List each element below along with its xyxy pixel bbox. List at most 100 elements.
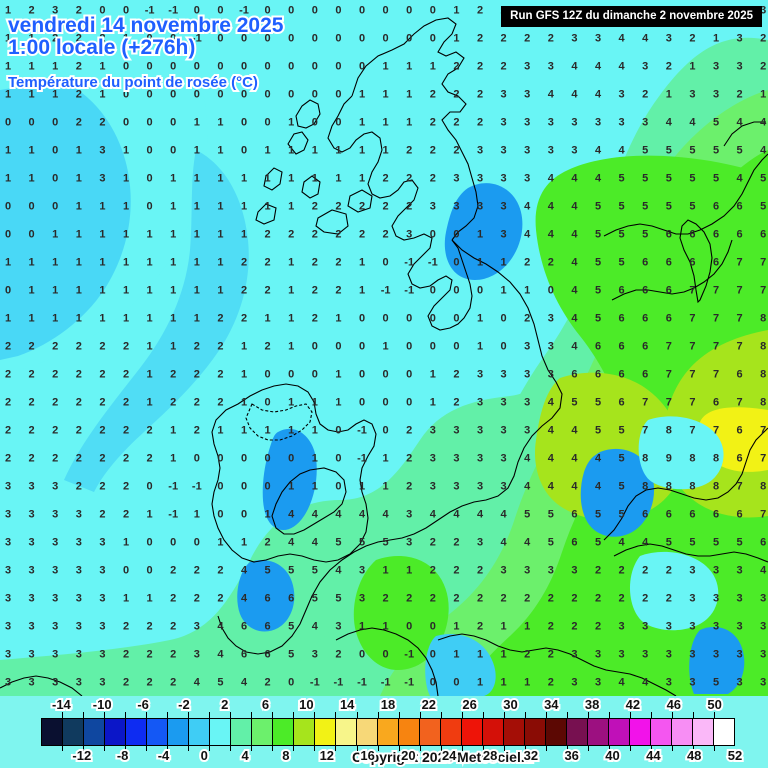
grid-value: 3 [760,620,767,633]
grid-value: 0 [335,452,342,465]
grid-value: 2 [406,452,413,465]
grid-value: 0 [52,172,59,185]
grid-value: 2 [217,564,224,577]
grid-value: 5 [311,592,318,605]
grid-value: 2 [217,396,224,409]
grid-value: 2 [358,200,366,213]
grid-value: 1 [406,116,413,129]
grid-value: 1 [288,200,295,213]
grid-value: 5 [594,424,602,437]
grid-value: 2 [264,676,271,689]
grid-value: 1 [28,144,35,157]
grid-value: 8 [642,452,649,465]
grid-value: 3 [311,648,318,661]
grid-value: 1 [382,340,389,353]
grid-value: 5 [594,256,602,269]
grid-value: 5 [594,536,602,549]
grid-value: 2 [453,144,460,157]
grid-value: 0 [335,340,342,353]
grid-value: 1 [335,312,342,325]
grid-value: 1 [665,88,672,101]
grid-value: -1 [427,256,438,269]
grid-value: 5 [760,172,767,185]
grid-value: 2 [170,676,177,689]
grid-value: 3 [75,564,82,577]
grid-value: 4 [571,340,578,353]
grid-value: 0 [358,32,366,45]
grid-value: 3 [524,116,531,129]
grid-value: 0 [335,424,342,437]
grid-value: 3 [99,536,106,549]
grid-value: 0 [500,312,507,325]
grid-value: 4 [547,452,554,465]
grid-value: 0 [335,480,342,493]
grid-value: 1 [760,88,767,101]
grid-value: 1 [217,144,224,157]
grid-value: 4 [618,676,625,689]
grid-value: 6 [618,340,625,353]
grid-value: 2 [760,60,767,73]
grid-value: 2 [264,284,271,297]
grid-value: 2 [335,284,342,297]
grid-value: 2 [75,116,82,129]
grid-value: 1 [4,60,12,73]
grid-value: 0 [288,60,295,73]
grid-value: -1 [404,284,415,297]
grid-value: 3 [476,452,484,465]
grid-value: 1 [453,648,460,661]
grid-value: 0 [453,228,460,241]
colorbar-segment [336,719,357,745]
grid-value: 6 [264,620,271,633]
grid-value: 0 [146,144,153,157]
grid-value: 0 [382,396,389,409]
grid-value: 0 [4,228,12,241]
grid-value: 7 [736,480,743,493]
grid-value: 3 [524,144,531,157]
grid-value: 0 [146,564,153,577]
grid-value: 4 [571,424,578,437]
colorbar-label: 36 36 [562,746,581,765]
grid-value: 2 [217,368,224,381]
grid-value: 3 [500,368,507,381]
grid-value: 2 [524,648,531,661]
grid-value: 1 [122,172,130,185]
grid-value: 2 [240,284,248,297]
grid-value: 3 [500,200,507,213]
grid-value: 4 [429,508,436,521]
grid-value: 4 [547,424,554,437]
colorbar-segment [420,719,441,745]
grid-value: 3 [760,676,767,689]
grid-value: 2 [476,4,484,17]
grid-value: 3 [524,368,531,381]
grid-value: 3 [760,4,767,17]
grid-value: 0 [193,4,200,17]
grid-value: 0 [288,676,295,689]
grid-value: 1 [524,676,531,689]
grid-value: 6 [642,508,649,521]
grid-value: 7 [712,424,720,437]
grid-value: 8 [760,340,767,353]
grid-value: 2 [146,676,153,689]
grid-value: 1 [311,424,318,437]
colorbar-segment [651,719,672,745]
grid-value: 8 [712,480,720,493]
grid-value: 0 [217,4,224,17]
grid-value: 6 [665,508,672,521]
grid-value: 4 [524,536,531,549]
grid-value: 0 [382,648,389,661]
grid-value: 6 [642,340,649,353]
grid-value: 3 [75,536,82,549]
grid-value: 7 [665,340,672,353]
grid-value: 3 [712,620,720,633]
grid-value: -1 [168,4,179,17]
grid-value: 2 [311,256,318,269]
grid-value: 3 [665,32,672,45]
grid-value: 0 [122,60,130,73]
grid-value: 6 [594,340,602,353]
grid-value: 0 [429,284,436,297]
grid-value: 3 [453,172,460,185]
grid-value: 0 [170,60,177,73]
grid-value: 1 [193,284,200,297]
grid-value: 5 [665,536,672,549]
grid-value: 1 [217,424,224,437]
